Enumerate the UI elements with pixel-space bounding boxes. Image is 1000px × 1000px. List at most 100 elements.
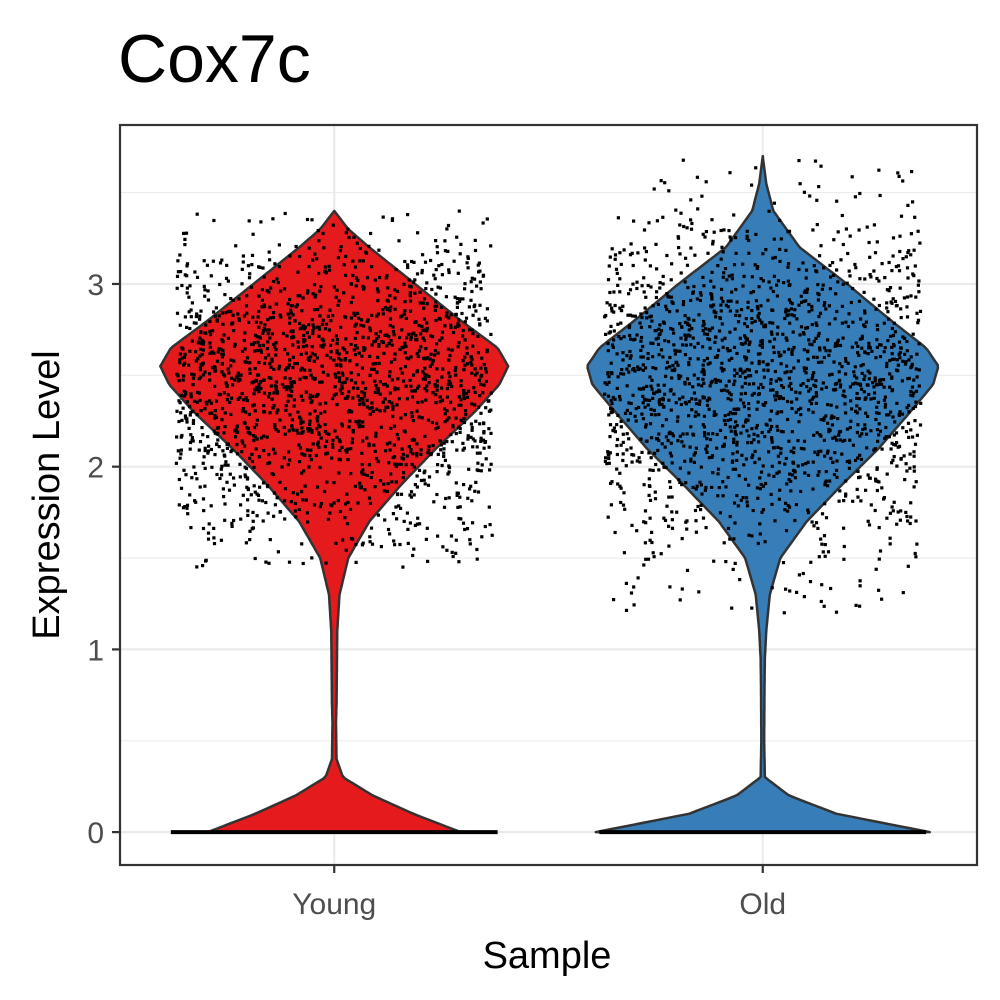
- data-point: [294, 244, 298, 249]
- data-point: [386, 527, 391, 532]
- data-point: [756, 352, 760, 356]
- data-point: [656, 383, 660, 387]
- data-point: [687, 414, 691, 418]
- data-point: [277, 243, 281, 247]
- data-point: [723, 336, 727, 340]
- data-point: [198, 347, 203, 351]
- data-point: [740, 385, 744, 389]
- data-point: [472, 386, 476, 390]
- data-point: [418, 290, 422, 294]
- data-point: [739, 498, 743, 502]
- data-point: [464, 391, 469, 395]
- data-point: [757, 285, 761, 289]
- data-point: [334, 295, 338, 299]
- data-point: [387, 341, 391, 346]
- data-point: [680, 537, 684, 541]
- data-point: [245, 294, 249, 298]
- data-point: [386, 482, 390, 486]
- data-point: [723, 436, 727, 440]
- data-point: [644, 425, 648, 429]
- data-point: [234, 244, 238, 248]
- data-point: [756, 307, 760, 311]
- data-point: [400, 346, 404, 350]
- data-point: [705, 437, 709, 441]
- data-point: [607, 380, 611, 384]
- data-point: [831, 261, 835, 265]
- data-point: [450, 348, 454, 352]
- data-point: [202, 455, 206, 459]
- data-point: [217, 347, 221, 351]
- data-point: [913, 405, 918, 409]
- data-point: [660, 442, 664, 446]
- data-point: [417, 323, 421, 328]
- data-point: [872, 223, 876, 227]
- data-point: [256, 348, 260, 353]
- data-point: [816, 453, 820, 457]
- data-point: [719, 296, 724, 300]
- data-point: [221, 352, 225, 356]
- data-point: [353, 324, 357, 328]
- data-point: [328, 511, 332, 515]
- data-point: [178, 401, 182, 405]
- data-point: [883, 405, 887, 409]
- data-point: [816, 298, 820, 302]
- data-point: [455, 448, 459, 452]
- data-point: [863, 427, 867, 431]
- data-point: [462, 394, 466, 398]
- data-point: [661, 398, 665, 402]
- data-point: [266, 461, 270, 466]
- data-point: [180, 283, 184, 288]
- data-point: [721, 367, 725, 371]
- data-point: [262, 410, 266, 414]
- data-point: [467, 328, 472, 332]
- data-point: [204, 559, 208, 563]
- data-point: [388, 448, 392, 452]
- data-point: [447, 379, 451, 383]
- data-point: [902, 296, 906, 300]
- data-point: [237, 297, 241, 301]
- data-point: [815, 323, 819, 328]
- data-point: [619, 419, 623, 423]
- data-point: [248, 529, 252, 533]
- data-point: [191, 383, 195, 387]
- data-point: [221, 322, 225, 326]
- data-point: [358, 423, 362, 427]
- data-point: [878, 355, 883, 359]
- data-point: [845, 460, 849, 464]
- data-point: [775, 294, 779, 298]
- violin-body: [586, 154, 940, 834]
- data-point: [784, 248, 788, 252]
- data-point: [885, 472, 889, 476]
- data-point: [305, 217, 310, 222]
- data-point: [817, 315, 821, 319]
- data-point: [318, 289, 322, 293]
- data-point: [908, 452, 912, 456]
- data-point: [750, 534, 754, 538]
- data-point: [435, 251, 440, 255]
- data-point: [904, 462, 908, 466]
- data-point: [263, 323, 267, 327]
- data-point: [301, 345, 305, 349]
- data-point: [756, 400, 760, 404]
- data-point: [270, 332, 274, 336]
- data-point: [398, 347, 402, 352]
- data-point: [408, 493, 412, 497]
- data-point: [662, 465, 666, 469]
- data-point: [710, 305, 714, 309]
- data-point: [843, 438, 847, 442]
- data-point: [737, 474, 741, 478]
- data-point: [797, 573, 801, 577]
- data-point: [233, 342, 237, 346]
- data-point: [822, 534, 827, 538]
- data-point: [817, 449, 821, 454]
- data-point: [812, 371, 816, 375]
- data-point: [744, 420, 748, 424]
- data-point: [310, 345, 314, 349]
- data-point: [313, 353, 317, 357]
- data-point: [610, 401, 614, 405]
- data-point: [668, 355, 672, 360]
- data-point: [912, 469, 916, 473]
- data-point: [793, 518, 797, 523]
- data-point: [310, 428, 314, 433]
- data-point: [722, 418, 726, 423]
